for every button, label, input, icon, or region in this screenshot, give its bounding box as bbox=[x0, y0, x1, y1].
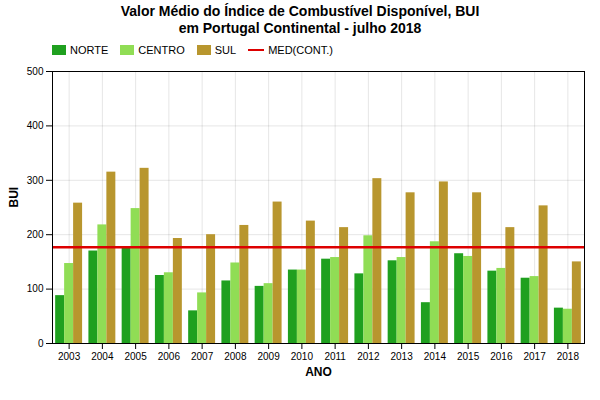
html-text:NORTE: NORTE bbox=[70, 44, 109, 56]
svg-text:2011: 2011 bbox=[324, 351, 346, 362]
svg-text:300: 300 bbox=[27, 175, 44, 186]
svg-text:2004: 2004 bbox=[91, 351, 114, 362]
svg-text:2005: 2005 bbox=[125, 351, 148, 362]
html-text:MED(CONT.): MED(CONT.) bbox=[268, 44, 333, 56]
svg-text:ANO: ANO bbox=[305, 365, 332, 379]
svg-text:2017: 2017 bbox=[524, 351, 547, 362]
html-text:SUL: SUL bbox=[214, 44, 237, 56]
html-text:CENTRO: CENTRO bbox=[138, 44, 185, 56]
svg-text:2012: 2012 bbox=[357, 351, 380, 362]
svg-text:0: 0 bbox=[38, 338, 44, 349]
svg-text:2007: 2007 bbox=[191, 351, 214, 362]
svg-text:2013: 2013 bbox=[391, 351, 414, 362]
svg-text:2009: 2009 bbox=[258, 351, 281, 362]
svg-text:2015: 2015 bbox=[457, 351, 480, 362]
svg-text:400: 400 bbox=[27, 120, 44, 131]
svg-text:2006: 2006 bbox=[158, 351, 181, 362]
svg-text:2014: 2014 bbox=[424, 351, 447, 362]
svg-text:2003: 2003 bbox=[58, 351, 81, 362]
svg-text:2016: 2016 bbox=[490, 351, 513, 362]
svg-text:200: 200 bbox=[27, 229, 44, 240]
svg-text:2010: 2010 bbox=[291, 351, 314, 362]
html-text:Valor Médio do Índice de Combu: Valor Médio do Índice de Combustível Dis… bbox=[120, 3, 480, 36]
svg-text:2008: 2008 bbox=[224, 351, 247, 362]
svg-text:500: 500 bbox=[27, 66, 44, 77]
svg-text:BUI: BUI bbox=[7, 187, 21, 208]
svg-text:2018: 2018 bbox=[557, 351, 580, 362]
svg-text:100: 100 bbox=[27, 283, 44, 294]
